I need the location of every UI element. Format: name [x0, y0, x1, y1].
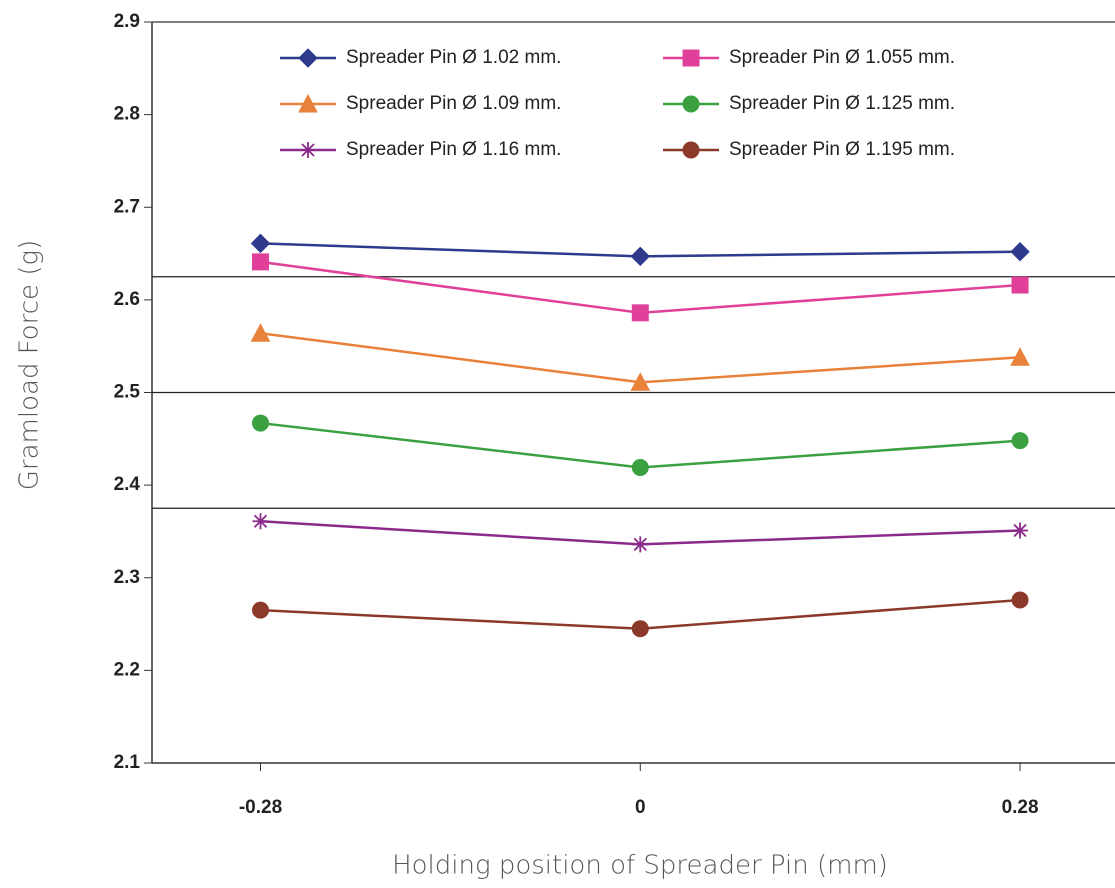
marker	[252, 234, 270, 252]
x-axis-title: Holding position of Spreader Pin (mm)	[392, 851, 888, 881]
y-tick-label: 2.1	[114, 752, 141, 773]
y-tick-label: 2.2	[114, 659, 140, 680]
y-tick-label: 2.4	[114, 474, 141, 495]
legend-marker	[683, 96, 699, 112]
y-tick-label: 2.8	[114, 104, 140, 125]
marker	[1011, 243, 1029, 261]
marker	[253, 513, 269, 529]
marker	[631, 247, 649, 265]
marker	[253, 254, 269, 270]
legend-label: Spreader Pin Ø 1.16 mm.	[346, 139, 561, 160]
legend-marker	[683, 50, 699, 66]
marker	[253, 602, 269, 618]
marker	[1012, 433, 1028, 449]
chart: Holding position of Spreader Pin (mm) Gr…	[0, 0, 1115, 888]
legend-label: Spreader Pin Ø 1.02 mm.	[346, 47, 561, 68]
marker	[1012, 592, 1028, 608]
y-tick-label: 2.3	[114, 567, 140, 588]
x-tick-label: -0.28	[239, 797, 282, 818]
y-axis-title: Gramload Force (g)	[15, 240, 45, 490]
marker	[632, 305, 648, 321]
marker	[632, 621, 648, 637]
x-tick-label: 0	[635, 797, 646, 818]
marker	[632, 536, 648, 552]
legend-marker	[299, 49, 317, 67]
y-tick-label: 2.5	[114, 382, 141, 403]
marker	[1012, 277, 1028, 293]
y-tick-label: 2.9	[114, 11, 140, 32]
marker	[252, 324, 270, 341]
legend-label: Spreader Pin Ø 1.195 mm.	[729, 139, 955, 160]
legend-label: Spreader Pin Ø 1.09 mm.	[346, 93, 561, 114]
x-tick-label: 0.28	[1002, 797, 1039, 818]
marker	[1012, 523, 1028, 539]
legend-marker	[300, 142, 316, 158]
marker	[632, 460, 648, 476]
legend-label: Spreader Pin Ø 1.055 mm.	[729, 47, 955, 68]
legend-label: Spreader Pin Ø 1.125 mm.	[729, 93, 955, 114]
marker	[253, 415, 269, 431]
legend-marker	[683, 142, 699, 158]
y-tick-label: 2.7	[114, 196, 140, 217]
y-tick-label: 2.6	[114, 289, 140, 310]
